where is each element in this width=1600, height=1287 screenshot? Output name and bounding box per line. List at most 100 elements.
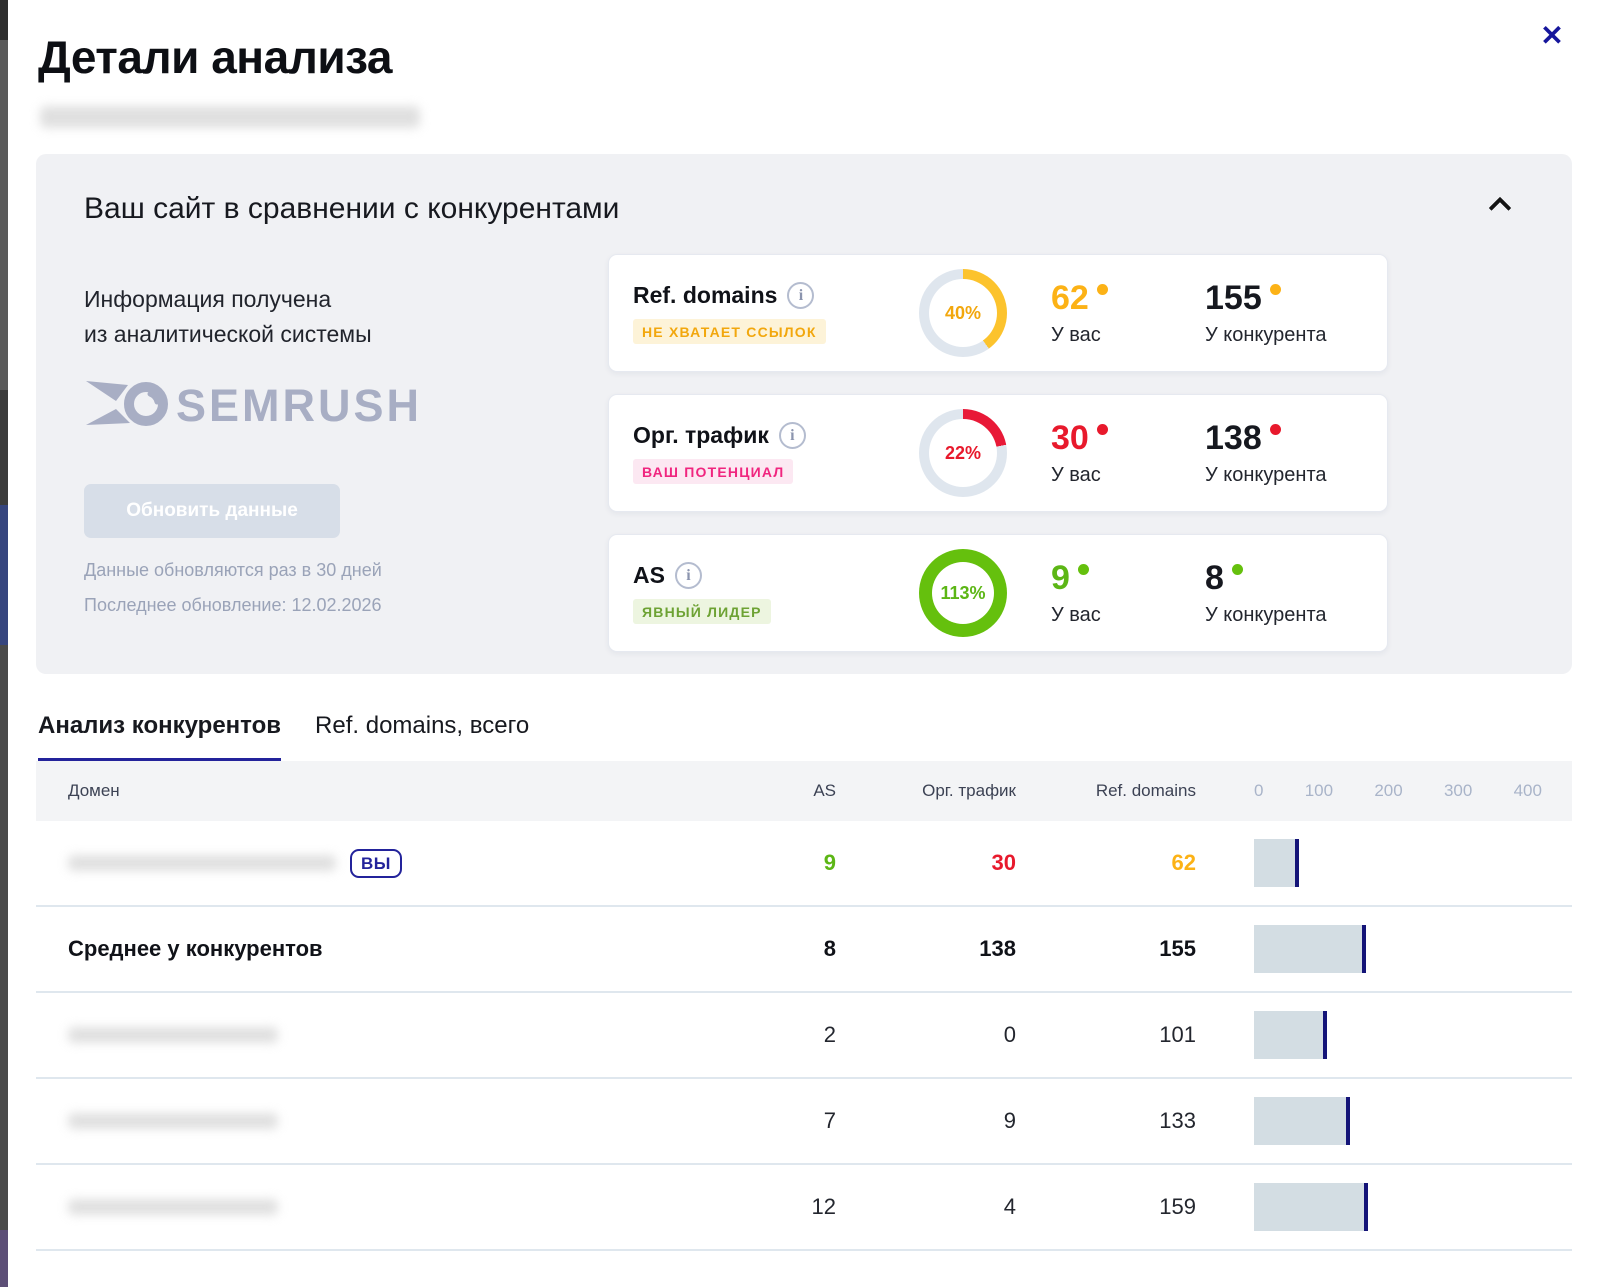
update-frequency-note: Данные обновляются раз в 30 дней — [84, 560, 382, 580]
semrush-logo: SEMRUSH — [84, 377, 608, 440]
semrush-comet-icon — [86, 381, 168, 426]
metric-competitor-block: 8 У конкурента — [1205, 559, 1327, 627]
cell-traffic: 4 — [1003, 1194, 1016, 1219]
metric-you-label: У вас — [1051, 604, 1101, 626]
comparison-panel: Ваш сайт в сравнении с конкурентами Инфо… — [36, 154, 1572, 674]
bar-scale-ticks: 0 100 200 300 400 — [1254, 781, 1542, 801]
scale-tick: 400 — [1513, 781, 1542, 800]
column-header-traffic: Орг. трафик — [922, 781, 1016, 800]
cell-as: 9 — [823, 850, 836, 875]
info-icon[interactable]: i — [674, 562, 702, 589]
cell-traffic: 0 — [1003, 1022, 1016, 1047]
chevron-up-icon — [1488, 196, 1512, 220]
ref-domains-bar — [1254, 839, 1542, 887]
metric-card-as: AS i ЯВНЫЙ ЛИДЕР 113% 9 У вас 8 — [608, 534, 1388, 652]
metric-status-badge: НЕ ХВАТАЕТ ССЫЛОК — [633, 319, 826, 344]
column-header-domain: Домен — [68, 781, 120, 800]
donut-hole — [932, 562, 994, 624]
close-icon[interactable]: ✕ — [1534, 18, 1570, 54]
analysis-tabs: Анализ конкурентов Ref. domains, всего — [38, 712, 1572, 761]
metric-donut: 22% — [919, 409, 1007, 497]
cell-ref-domains: 159 — [1159, 1194, 1196, 1219]
metric-you-block: 9 У вас — [1051, 559, 1193, 627]
donut-percent-label: 113% — [940, 582, 986, 603]
domain-blurred — [68, 855, 336, 871]
cell-as: 2 — [823, 1022, 836, 1047]
analysis-details-modal: ✕ Детали анализа Ваш сайт в сравнении с … — [8, 0, 1600, 1287]
metric-you-label: У вас — [1051, 324, 1101, 346]
scale-tick: 100 — [1304, 781, 1334, 800]
metric-card-ref-domains: Ref. domains i НЕ ХВАТАЕТ ССЫЛОК 40% 62 … — [608, 254, 1388, 372]
competitor-value-dot — [1269, 424, 1281, 435]
tab-competitor-analysis[interactable]: Анализ конкурентов — [38, 712, 282, 761]
comparison-panel-title: Ваш сайт в сравнении с конкурентами — [84, 192, 620, 225]
scale-tick: 300 — [1443, 781, 1473, 800]
last-update-note: Последнее обновление: 12.02.2026 — [84, 595, 382, 615]
domain-blurred — [68, 1027, 278, 1043]
donut-percent-label: 22% — [944, 442, 982, 463]
table-row-competitor: 7 9 133 — [36, 1079, 1572, 1165]
table-row-competitor: 2 0 101 — [36, 993, 1572, 1079]
metric-you-label: У вас — [1051, 464, 1101, 486]
cell-traffic: 9 — [1003, 1108, 1016, 1133]
bar-fill — [1254, 1183, 1369, 1231]
data-source-line2: из аналитической системы — [84, 320, 372, 347]
metric-name: Ref. domains — [633, 282, 778, 308]
metric-name: Орг. трафик — [633, 422, 769, 448]
bar-fill — [1254, 839, 1299, 887]
competitors-table: Домен AS Орг. трафик Ref. domains 0 100 … — [36, 761, 1572, 1251]
metric-you-value: 30 — [1051, 419, 1089, 457]
background-page-strip — [0, 0, 8, 1287]
metric-competitor-block: 138 У конкурента — [1205, 419, 1327, 487]
you-value-dot — [1096, 424, 1108, 435]
metric-card-org-traffic: Орг. трафик i ВАШ ПОТЕНЦИАЛ 22% 30 У вас — [608, 394, 1388, 512]
cell-ref-domains: 155 — [1159, 936, 1196, 961]
cell-as: 12 — [811, 1194, 836, 1219]
bar-fill — [1254, 1097, 1350, 1145]
you-value-dot — [1096, 284, 1108, 295]
metric-competitor-value: 8 — [1205, 559, 1224, 597]
page-title: Детали анализа — [38, 31, 393, 83]
info-icon[interactable]: i — [787, 282, 815, 309]
competitor-value-dot — [1231, 564, 1243, 575]
info-icon[interactable]: i — [778, 422, 806, 449]
cell-traffic: 30 — [991, 850, 1016, 875]
cell-as: 8 — [823, 936, 836, 961]
metric-donut: 40% — [919, 269, 1007, 357]
table-row-you: ВЫ 9 30 62 — [36, 821, 1572, 907]
cell-ref-domains: 101 — [1159, 1022, 1196, 1047]
metric-competitor-value: 155 — [1205, 279, 1262, 317]
table-row-average: Среднее у конкурентов 8 138 155 — [36, 907, 1572, 993]
donut-hole — [929, 419, 997, 487]
collapse-panel-button[interactable] — [1488, 196, 1512, 220]
data-source-line1: Информация получена — [84, 286, 332, 312]
metric-competitor-label: У конкурента — [1205, 604, 1327, 626]
domain-blurred — [68, 1199, 278, 1215]
you-value-dot — [1077, 564, 1089, 575]
tab-ref-domains-total[interactable]: Ref. domains, всего — [315, 712, 530, 739]
ref-domains-bar — [1254, 1097, 1542, 1145]
metric-name: AS — [633, 562, 665, 588]
bar-fill — [1254, 925, 1366, 973]
competitor-value-dot — [1269, 284, 1281, 295]
donut-percent-label: 40% — [944, 302, 982, 323]
metric-you-value: 62 — [1051, 279, 1089, 317]
data-source-note: Информация получена из аналитической сис… — [84, 282, 608, 351]
metric-you-value: 9 — [1051, 559, 1070, 597]
table-header-row: Домен AS Орг. трафик Ref. domains 0 100 … — [36, 761, 1572, 821]
refresh-data-button[interactable]: Обновить данные — [84, 484, 340, 538]
cell-domain: Среднее у конкурентов — [68, 936, 323, 961]
metric-competitor-value: 138 — [1205, 419, 1262, 457]
analyzed-url-blurred — [40, 106, 420, 128]
cell-as: 7 — [823, 1108, 836, 1133]
metric-status-badge: ЯВНЫЙ ЛИДЕР — [633, 599, 771, 624]
ref-domains-bar — [1254, 1011, 1542, 1059]
bar-fill — [1254, 1011, 1327, 1059]
table-row-competitor: 12 4 159 — [36, 1165, 1572, 1251]
column-header-ref-domains: Ref. domains — [1095, 781, 1196, 800]
donut-hole — [929, 279, 997, 347]
metric-you-block: 30 У вас — [1051, 419, 1193, 487]
scale-tick: 200 — [1374, 781, 1403, 800]
metric-status-badge: ВАШ ПОТЕНЦИАЛ — [633, 459, 794, 484]
scale-tick: 0 — [1254, 781, 1264, 800]
